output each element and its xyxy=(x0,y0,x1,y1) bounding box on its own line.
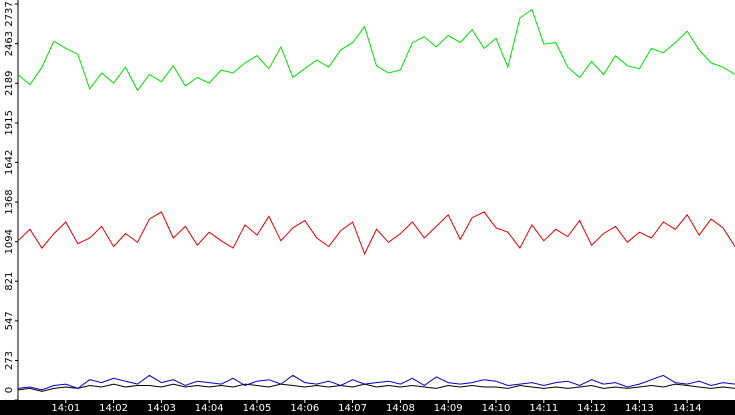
x-tick-label: 14:04 xyxy=(195,403,224,414)
y-tick-label: 547 xyxy=(4,311,15,330)
y-tick-label: 273 xyxy=(4,351,15,370)
x-tick-label: 14:06 xyxy=(290,403,319,414)
x-axis-strip xyxy=(0,400,735,415)
x-tick-label: 14:07 xyxy=(338,403,367,414)
y-tick-label: 1368 xyxy=(4,189,15,214)
y-tick-label: 1915 xyxy=(4,110,15,135)
y-tick-label: 2189 xyxy=(4,71,15,96)
y-tick-label: 1642 xyxy=(4,150,15,175)
x-tick-label: 14:02 xyxy=(99,403,128,414)
y-tick-label: 2737 xyxy=(4,1,15,26)
x-tick-label: 14:08 xyxy=(386,403,415,414)
series-line xyxy=(17,8,735,92)
series-line xyxy=(17,211,735,256)
x-tick-label: 14:10 xyxy=(482,403,511,414)
x-tick-label: 14:01 xyxy=(51,403,80,414)
x-tick-label: 14:05 xyxy=(243,403,272,414)
x-tick-label: 14:11 xyxy=(529,403,558,414)
y-tick-label: 2463 xyxy=(4,31,15,56)
y-tick-label: 821 xyxy=(4,272,15,291)
x-tick-label: 14:03 xyxy=(147,403,176,414)
y-tick-label: 0 xyxy=(4,387,15,393)
series-line xyxy=(17,383,735,392)
x-tick-label: 14:12 xyxy=(577,403,606,414)
y-tick-label: 1094 xyxy=(4,229,15,254)
series-line xyxy=(17,374,735,391)
x-tick-label: 14:13 xyxy=(625,403,654,414)
x-tick-label: 14:14 xyxy=(673,403,702,414)
x-tick-label: 14:09 xyxy=(434,403,463,414)
